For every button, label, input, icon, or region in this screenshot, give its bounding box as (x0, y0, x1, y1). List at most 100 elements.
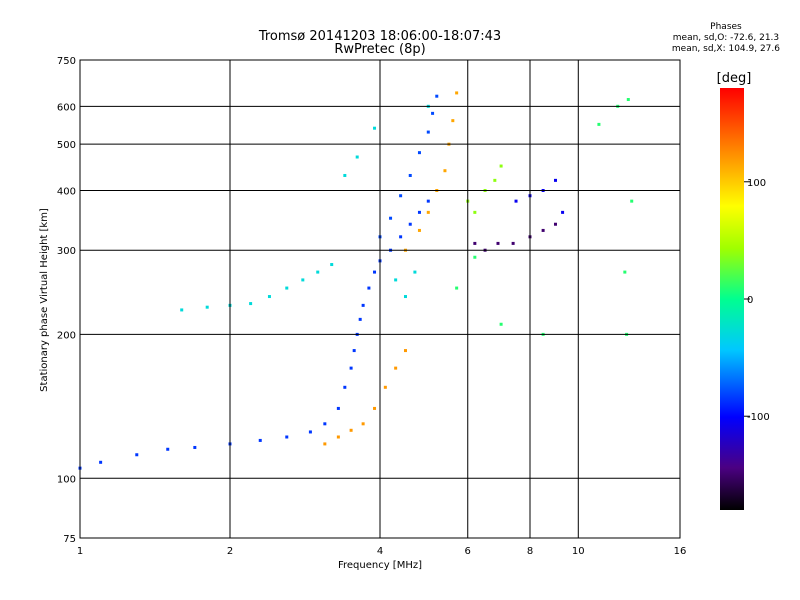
x-axis-ticks: 1 2 4 6 8 10 16 (77, 546, 687, 557)
data-point (493, 178, 497, 182)
colorbar-tick-label: 100 (747, 178, 766, 189)
x-tick-label: 10 (572, 546, 585, 557)
data-point (399, 194, 403, 198)
data-point (349, 366, 353, 370)
data-point (455, 91, 459, 95)
data-point (135, 453, 139, 457)
x-tick-label: 2 (227, 546, 233, 557)
data-point (361, 303, 365, 307)
data-point (511, 241, 515, 245)
data-point (373, 406, 377, 410)
colorbar-tick-label: -100 (747, 412, 770, 423)
x-axis-label: Frequency [MHz] (338, 560, 422, 571)
data-point (193, 445, 197, 449)
data-point (330, 263, 334, 267)
data-point (597, 122, 601, 126)
y-tick-label: 75 (63, 534, 76, 545)
data-point (553, 222, 557, 226)
data-point (630, 199, 634, 203)
data-point (561, 210, 565, 214)
data-point (408, 173, 412, 177)
colorbar-tick-label: 0 (747, 295, 753, 306)
data-point (180, 308, 184, 312)
data-point (352, 349, 356, 353)
data-point (399, 235, 403, 239)
data-point (426, 210, 430, 214)
data-point (435, 94, 439, 98)
data-point (267, 295, 271, 299)
data-point (499, 164, 503, 168)
data-point (336, 406, 340, 410)
data-point (258, 438, 262, 442)
data-point (455, 286, 459, 290)
data-point (426, 199, 430, 203)
data-point (316, 270, 320, 274)
data-point (403, 295, 407, 299)
data-point (389, 216, 393, 220)
y-tick-label: 100 (57, 474, 76, 485)
y-tick-label: 400 (57, 186, 76, 197)
phases-info-box: Phases mean, sd,O: -72.6, 21.3 mean, sd,… (672, 22, 780, 55)
data-point (499, 322, 503, 326)
data-point (349, 428, 353, 432)
data-point (343, 173, 347, 177)
y-tick-label: 200 (57, 330, 76, 341)
x-tick-label: 6 (465, 546, 471, 557)
data-point (623, 270, 627, 274)
data-point (373, 270, 377, 274)
x-tick-label: 4 (377, 546, 383, 557)
data-point (553, 178, 557, 182)
data-point (205, 305, 209, 309)
data-point (408, 222, 412, 226)
data-point (373, 126, 377, 130)
data-point (367, 286, 371, 290)
data-point (451, 119, 455, 123)
data-point (361, 422, 365, 426)
data-point (285, 435, 289, 439)
data-point (343, 385, 347, 389)
data-point (323, 422, 327, 426)
data-point (166, 447, 170, 451)
data-point (541, 228, 545, 232)
data-point (285, 286, 289, 290)
phases-heading: Phases (710, 22, 742, 32)
plot-frame (79, 59, 681, 539)
data-point (301, 278, 305, 282)
data-point (383, 385, 387, 389)
x-tick-label: 8 (527, 546, 533, 557)
colorbar-ticks: 100 0 -100 (744, 178, 770, 423)
data-point (417, 210, 421, 214)
x-tick-label: 16 (674, 546, 687, 557)
y-axis-ticks: 75 100 200 300 400 500 600 750 (57, 56, 76, 545)
phases-mean-o: mean, sd,O: -72.6, 21.3 (672, 33, 780, 43)
y-tick-label: 500 (57, 140, 76, 151)
y-axis-label: Stationary phase Virtual Height [km] (39, 208, 50, 392)
grid-lines (80, 60, 680, 538)
data-point (394, 278, 398, 282)
x-tick-label: 1 (77, 546, 83, 557)
data-point (431, 111, 435, 115)
y-tick-label: 750 (57, 56, 76, 67)
data-point (99, 460, 103, 464)
data-point (443, 169, 447, 173)
y-tick-label: 600 (57, 102, 76, 113)
data-point (323, 442, 327, 446)
data-point (514, 199, 518, 203)
data-point (473, 255, 477, 259)
data-point (496, 241, 500, 245)
data-point (403, 349, 407, 353)
data-point (426, 130, 430, 134)
phases-mean-x: mean, sd,X: 104.9, 27.6 (671, 44, 780, 54)
chart-title: Tromsø 20141203 18:06:00-18:07:43 (258, 29, 501, 44)
data-point (417, 151, 421, 155)
data-point (473, 241, 477, 245)
data-point (413, 270, 417, 274)
data-point (308, 430, 312, 434)
data-point (249, 302, 253, 306)
colorbar (720, 88, 744, 510)
y-tick-label: 300 (57, 246, 76, 257)
data-point (417, 228, 421, 232)
colorbar-label: [deg] (717, 71, 752, 86)
data-point (355, 155, 359, 159)
